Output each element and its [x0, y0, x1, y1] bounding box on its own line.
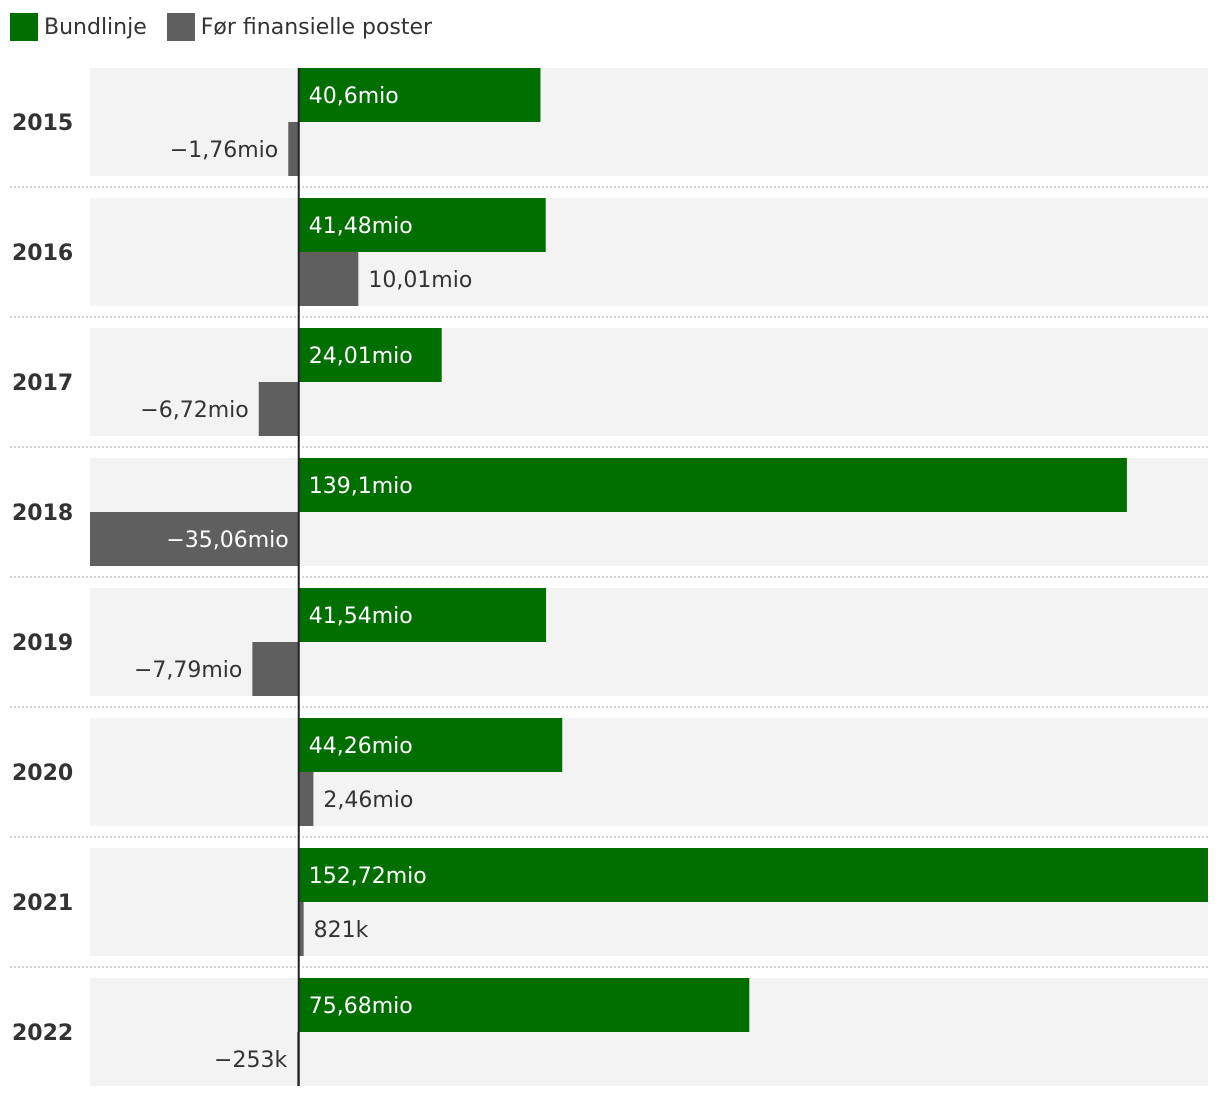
legend: Bundlinje Før finansielle poster — [10, 12, 452, 42]
for-finansielle-poster-bar-2015[interactable] — [288, 122, 299, 176]
bundlinje-bar-2017[interactable] — [298, 328, 442, 382]
year-label-2022: 2022 — [12, 1021, 73, 1046]
for-finansielle-poster-value-label-2018: −35,06mio — [166, 528, 288, 553]
legend-label-for-finansielle-poster: Før finansielle poster — [200, 14, 433, 40]
row-panel-2016 — [90, 198, 1208, 306]
row-panel-2017 — [90, 328, 1208, 436]
for-finansielle-poster-bar-2019[interactable] — [252, 642, 299, 696]
year-label-2021: 2021 — [12, 891, 73, 916]
for-finansielle-poster-value-label-2015: −1,76mio — [170, 138, 278, 163]
for-finansielle-poster-bar-2017[interactable] — [258, 382, 299, 436]
row-panel-2020 — [90, 718, 1208, 826]
for-finansielle-poster-value-label-2022: −253k — [214, 1048, 287, 1073]
legend-swatch-bundlinje — [10, 13, 38, 41]
year-label-2016: 2016 — [12, 241, 73, 266]
bundlinje-bar-2018[interactable] — [298, 458, 1127, 512]
legend-label-bundlinje: Bundlinje — [44, 14, 147, 40]
bundlinje-bar-2020[interactable] — [298, 718, 563, 772]
bundlinje-value-label-2016: 41,48mio — [309, 214, 413, 239]
bundlinje-bar-2021[interactable] — [298, 848, 1208, 902]
year-label-2017: 2017 — [12, 371, 73, 396]
for-finansielle-poster-bar-2020[interactable] — [298, 772, 314, 826]
bundlinje-bar-2016[interactable] — [298, 198, 546, 252]
bundlinje-value-label-2019: 41,54mio — [309, 604, 413, 629]
for-finansielle-poster-value-label-2021: 821k — [314, 918, 369, 943]
year-label-2015: 2015 — [12, 111, 73, 136]
for-finansielle-poster-bar-2016[interactable] — [298, 252, 359, 306]
legend-item-bundlinje[interactable]: Bundlinje — [10, 13, 147, 41]
bundlinje-value-label-2015: 40,6mio — [309, 84, 399, 109]
for-finansielle-poster-value-label-2020: 2,46mio — [323, 788, 413, 813]
bundlinje-bar-2022[interactable] — [298, 978, 750, 1032]
bundlinje-value-label-2020: 44,26mio — [309, 734, 413, 759]
bundlinje-bar-2015[interactable] — [298, 68, 541, 122]
bundlinje-bar-2019[interactable] — [298, 588, 547, 642]
bundlinje-value-label-2017: 24,01mio — [309, 344, 413, 369]
for-finansielle-poster-value-label-2017: −6,72mio — [140, 398, 248, 423]
row-panel-2015 — [90, 68, 1208, 176]
legend-swatch-for-finansielle-poster — [166, 13, 195, 41]
legend-item-for-finansielle-poster[interactable]: Før finansielle poster — [166, 13, 433, 41]
for-finansielle-poster-value-label-2016: 10,01mio — [368, 268, 472, 293]
for-finansielle-poster-bar-2021[interactable] — [298, 902, 304, 956]
bundlinje-value-label-2018: 139,1mio — [309, 474, 413, 499]
year-label-2019: 2019 — [12, 631, 73, 656]
bundlinje-value-label-2022: 75,68mio — [309, 994, 413, 1019]
year-label-2020: 2020 — [12, 761, 73, 786]
year-label-2018: 2018 — [12, 501, 73, 526]
bundlinje-value-label-2021: 152,72mio — [309, 864, 427, 889]
for-finansielle-poster-bar-2018[interactable] — [90, 512, 299, 566]
for-finansielle-poster-value-label-2019: −7,79mio — [134, 658, 242, 683]
